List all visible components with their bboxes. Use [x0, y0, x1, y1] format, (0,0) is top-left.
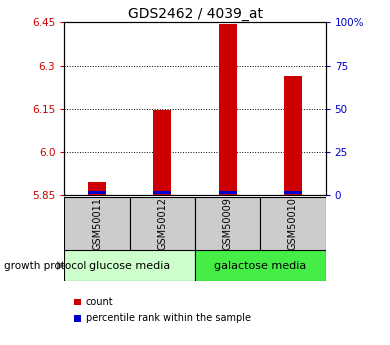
- Text: percentile rank within the sample: percentile rank within the sample: [86, 314, 251, 323]
- Bar: [284, 191, 302, 194]
- Text: GSM50010: GSM50010: [288, 197, 298, 250]
- Text: glucose media: glucose media: [89, 261, 170, 270]
- Bar: [64, 250, 195, 281]
- Text: count: count: [86, 297, 113, 307]
- Text: GSM50011: GSM50011: [92, 197, 102, 250]
- Bar: [153, 110, 172, 195]
- Bar: [88, 191, 106, 194]
- Bar: [64, 197, 129, 250]
- Text: galactose media: galactose media: [214, 261, 307, 270]
- Bar: [153, 191, 172, 194]
- Text: growth protocol: growth protocol: [4, 262, 86, 271]
- Text: GSM50012: GSM50012: [157, 197, 167, 250]
- Bar: [88, 182, 106, 195]
- Polygon shape: [57, 262, 64, 270]
- Bar: [261, 197, 326, 250]
- Title: GDS2462 / 4039_at: GDS2462 / 4039_at: [128, 7, 262, 21]
- Text: GSM50009: GSM50009: [223, 197, 233, 250]
- Bar: [284, 76, 302, 195]
- Bar: [129, 197, 195, 250]
- Bar: [195, 250, 326, 281]
- Bar: [218, 191, 237, 194]
- Bar: [218, 24, 237, 195]
- Bar: [195, 197, 261, 250]
